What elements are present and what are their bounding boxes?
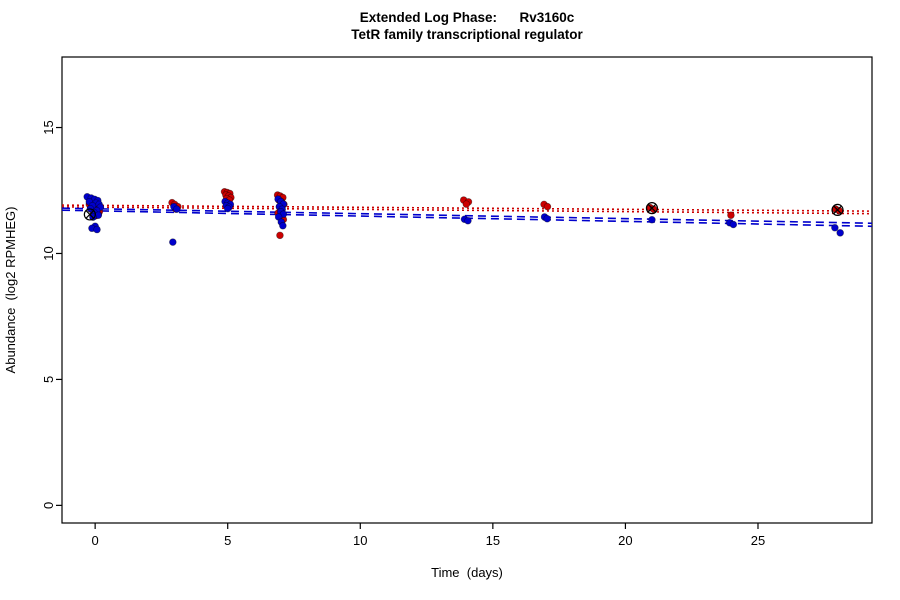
data-point-blue (831, 224, 839, 232)
data-point-blue (836, 229, 844, 237)
plot-content: 0 5 10 15 20 25 0 5 10 15 (41, 120, 873, 548)
flagged-marker-circle (645, 202, 659, 215)
chart-title: Extended Log Phase: Rv3160c (359, 10, 575, 25)
x-tick-label: 20 (618, 533, 632, 548)
flagged-marker-x (85, 210, 95, 219)
flagged-marker-circle (83, 208, 96, 221)
data-point-blue (223, 204, 232, 213)
data-point-blue (169, 238, 177, 246)
data-point-blue (93, 225, 101, 234)
x-tick-label: 10 (353, 533, 367, 548)
data-point-blue (464, 216, 472, 225)
y-tick-label: 0 (41, 502, 56, 509)
data-point-blue (279, 222, 287, 230)
flagged-marker-x (647, 203, 657, 213)
chart-subtitle: TetR family transcriptional regulator (351, 27, 583, 42)
data-point-red (727, 211, 735, 219)
x-tick-label: 15 (486, 533, 500, 548)
plot-border (61, 56, 873, 524)
x-tick-label: 0 (92, 533, 99, 548)
trend-line-dotted (61, 204, 873, 212)
trend-line-dashed (61, 207, 873, 225)
data-point-blue (543, 214, 551, 223)
data-point-blue (648, 215, 656, 224)
data-point-red (543, 202, 552, 211)
data-point-blue (173, 205, 181, 213)
x-tick-label: 25 (751, 533, 765, 548)
flagged-marker-x (833, 205, 842, 215)
x-tick-label: 5 (224, 533, 231, 548)
data-point-red (462, 200, 471, 208)
trend-line-dotted (61, 206, 873, 215)
y-axis-label: Abundance (log2 RPMHEG) (3, 207, 18, 374)
flagged-marker-circle (831, 203, 844, 216)
y-tick-label: 10 (41, 246, 56, 260)
y-tick-label: 5 (41, 376, 56, 383)
y-tick-label: 15 (41, 120, 56, 134)
x-axis-label: Time (days) (431, 565, 503, 580)
data-point-red (276, 231, 284, 240)
data-point-blue (729, 220, 738, 229)
